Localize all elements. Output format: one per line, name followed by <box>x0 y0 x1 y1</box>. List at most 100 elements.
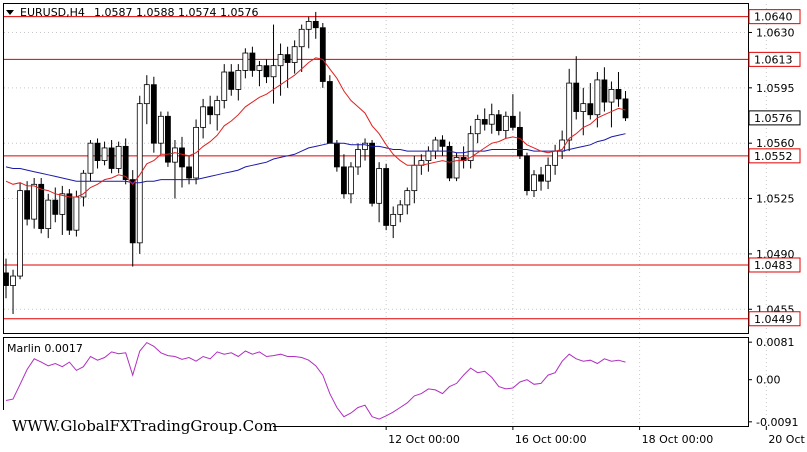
bullish-candle <box>87 142 94 174</box>
bullish-candle <box>157 115 164 144</box>
bearish-candle <box>66 193 73 231</box>
bearish-candle <box>326 81 333 144</box>
bearish-candle <box>3 272 9 286</box>
bullish-candle <box>305 20 312 30</box>
bullish-candle <box>545 164 551 182</box>
bullish-candle <box>80 172 87 198</box>
indicator-tick-label: 0.00 <box>756 374 781 387</box>
bearish-candle <box>179 147 185 168</box>
bullish-candle <box>552 150 559 166</box>
price-level-label: 1.0640 <box>754 11 793 24</box>
indicator-tick-label: 0.0081 <box>756 336 795 349</box>
bullish-candle <box>31 183 38 220</box>
bearish-candle <box>122 145 129 180</box>
bullish-candle <box>390 213 397 226</box>
current-price-tag <box>748 110 801 126</box>
bearish-candle <box>263 65 270 78</box>
watermark-box <box>3 410 273 440</box>
bearish-candle <box>538 174 544 182</box>
time-axis: 12 Oct 00:00 16 Oct 00:00 18 Oct 00:00 20 O… <box>385 426 807 446</box>
bullish-candle <box>608 89 615 103</box>
fast-ma-line <box>5 57 626 198</box>
x-tick-label: 12 Oct 00:00 <box>388 433 460 446</box>
bullish-candle <box>298 28 305 48</box>
indicator-tick-label: -0.0091 <box>756 416 798 429</box>
x-tick-label: 20 Oct 00:00 <box>768 433 807 446</box>
indicator-label: Marlin 0.0017 <box>7 342 83 355</box>
ohlc-readout: 1.0587 1.0588 1.0574 1.0576 <box>94 6 258 19</box>
bearish-candle <box>573 82 580 112</box>
price-levels <box>4 16 748 320</box>
bullish-candle <box>115 145 122 169</box>
bearish-candle <box>369 142 375 204</box>
watermark-text: WWW.GlobalFXTradingGroup.Com <box>12 417 277 435</box>
bearish-candle <box>129 179 136 244</box>
bullish-candle <box>425 150 432 161</box>
bearish-candle <box>150 84 157 144</box>
bullish-candle <box>404 190 411 206</box>
bearish-candle <box>228 71 235 90</box>
price-level-tag <box>748 9 801 25</box>
bullish-candle <box>376 168 383 204</box>
slow-ma-line <box>5 133 626 184</box>
price-level-tag <box>748 311 801 327</box>
bullish-candle <box>580 103 587 112</box>
bullish-candle <box>502 115 509 131</box>
bullish-candle <box>17 190 23 277</box>
bearish-candle <box>108 147 115 169</box>
x-tick-label: 18 Oct 00:00 <box>642 433 714 446</box>
bearish-candle <box>439 139 446 147</box>
y-tick-label: 1.0525 <box>756 193 795 206</box>
price-level-tag <box>748 51 801 67</box>
bullish-candle <box>242 52 249 71</box>
moving-averages <box>5 57 626 198</box>
price-level-label: 1.0449 <box>754 313 793 326</box>
price-level-label: 1.0552 <box>754 150 793 163</box>
bearish-candle <box>495 114 502 131</box>
bearish-candle <box>94 142 101 161</box>
bearish-candle <box>24 190 31 220</box>
bearish-candle <box>517 126 523 157</box>
bullish-candle <box>235 70 242 90</box>
bullish-candle <box>291 46 298 63</box>
bullish-candle <box>488 114 495 125</box>
bullish-candle <box>45 199 52 230</box>
bearish-candle <box>52 199 59 215</box>
bullish-candle <box>59 193 66 215</box>
bearish-candle <box>284 54 291 63</box>
bearish-candle <box>207 106 214 116</box>
grid <box>4 4 767 426</box>
bullish-candle <box>355 149 361 168</box>
collapse-triangle-icon[interactable] <box>6 10 14 15</box>
bearish-candle <box>622 98 629 119</box>
price-axis: 1.06301.05951.05601.05251.04901.04551.06… <box>748 9 801 429</box>
bullish-candle <box>136 103 143 244</box>
bearish-candle <box>249 52 256 71</box>
bearish-candle <box>312 20 319 29</box>
bullish-candle <box>10 275 16 286</box>
bullish-candle <box>362 142 368 150</box>
price-level-tag <box>748 148 801 164</box>
bullish-candle <box>101 147 108 161</box>
bullish-candle <box>594 79 601 116</box>
bearish-candle <box>509 115 516 128</box>
bullish-candle <box>467 133 474 161</box>
marlin-line <box>5 341 626 420</box>
bullish-candle <box>348 166 354 195</box>
bullish-candle <box>474 119 481 135</box>
bearish-candle <box>601 79 608 103</box>
bearish-candle <box>615 89 622 100</box>
x-tick-label: 16 Oct 00:00 <box>515 433 587 446</box>
y-tick-label: 1.0560 <box>756 137 795 150</box>
bearish-candle <box>319 27 326 82</box>
bullish-candle <box>270 65 277 78</box>
bearish-candle <box>383 168 390 226</box>
price-level-label: 1.0483 <box>754 259 793 272</box>
bullish-candle <box>531 174 537 192</box>
bearish-candle <box>481 119 488 125</box>
bearish-candle <box>341 166 347 195</box>
bearish-candle <box>165 115 171 163</box>
price-level-tag <box>748 257 801 273</box>
bullish-candle <box>73 196 80 231</box>
